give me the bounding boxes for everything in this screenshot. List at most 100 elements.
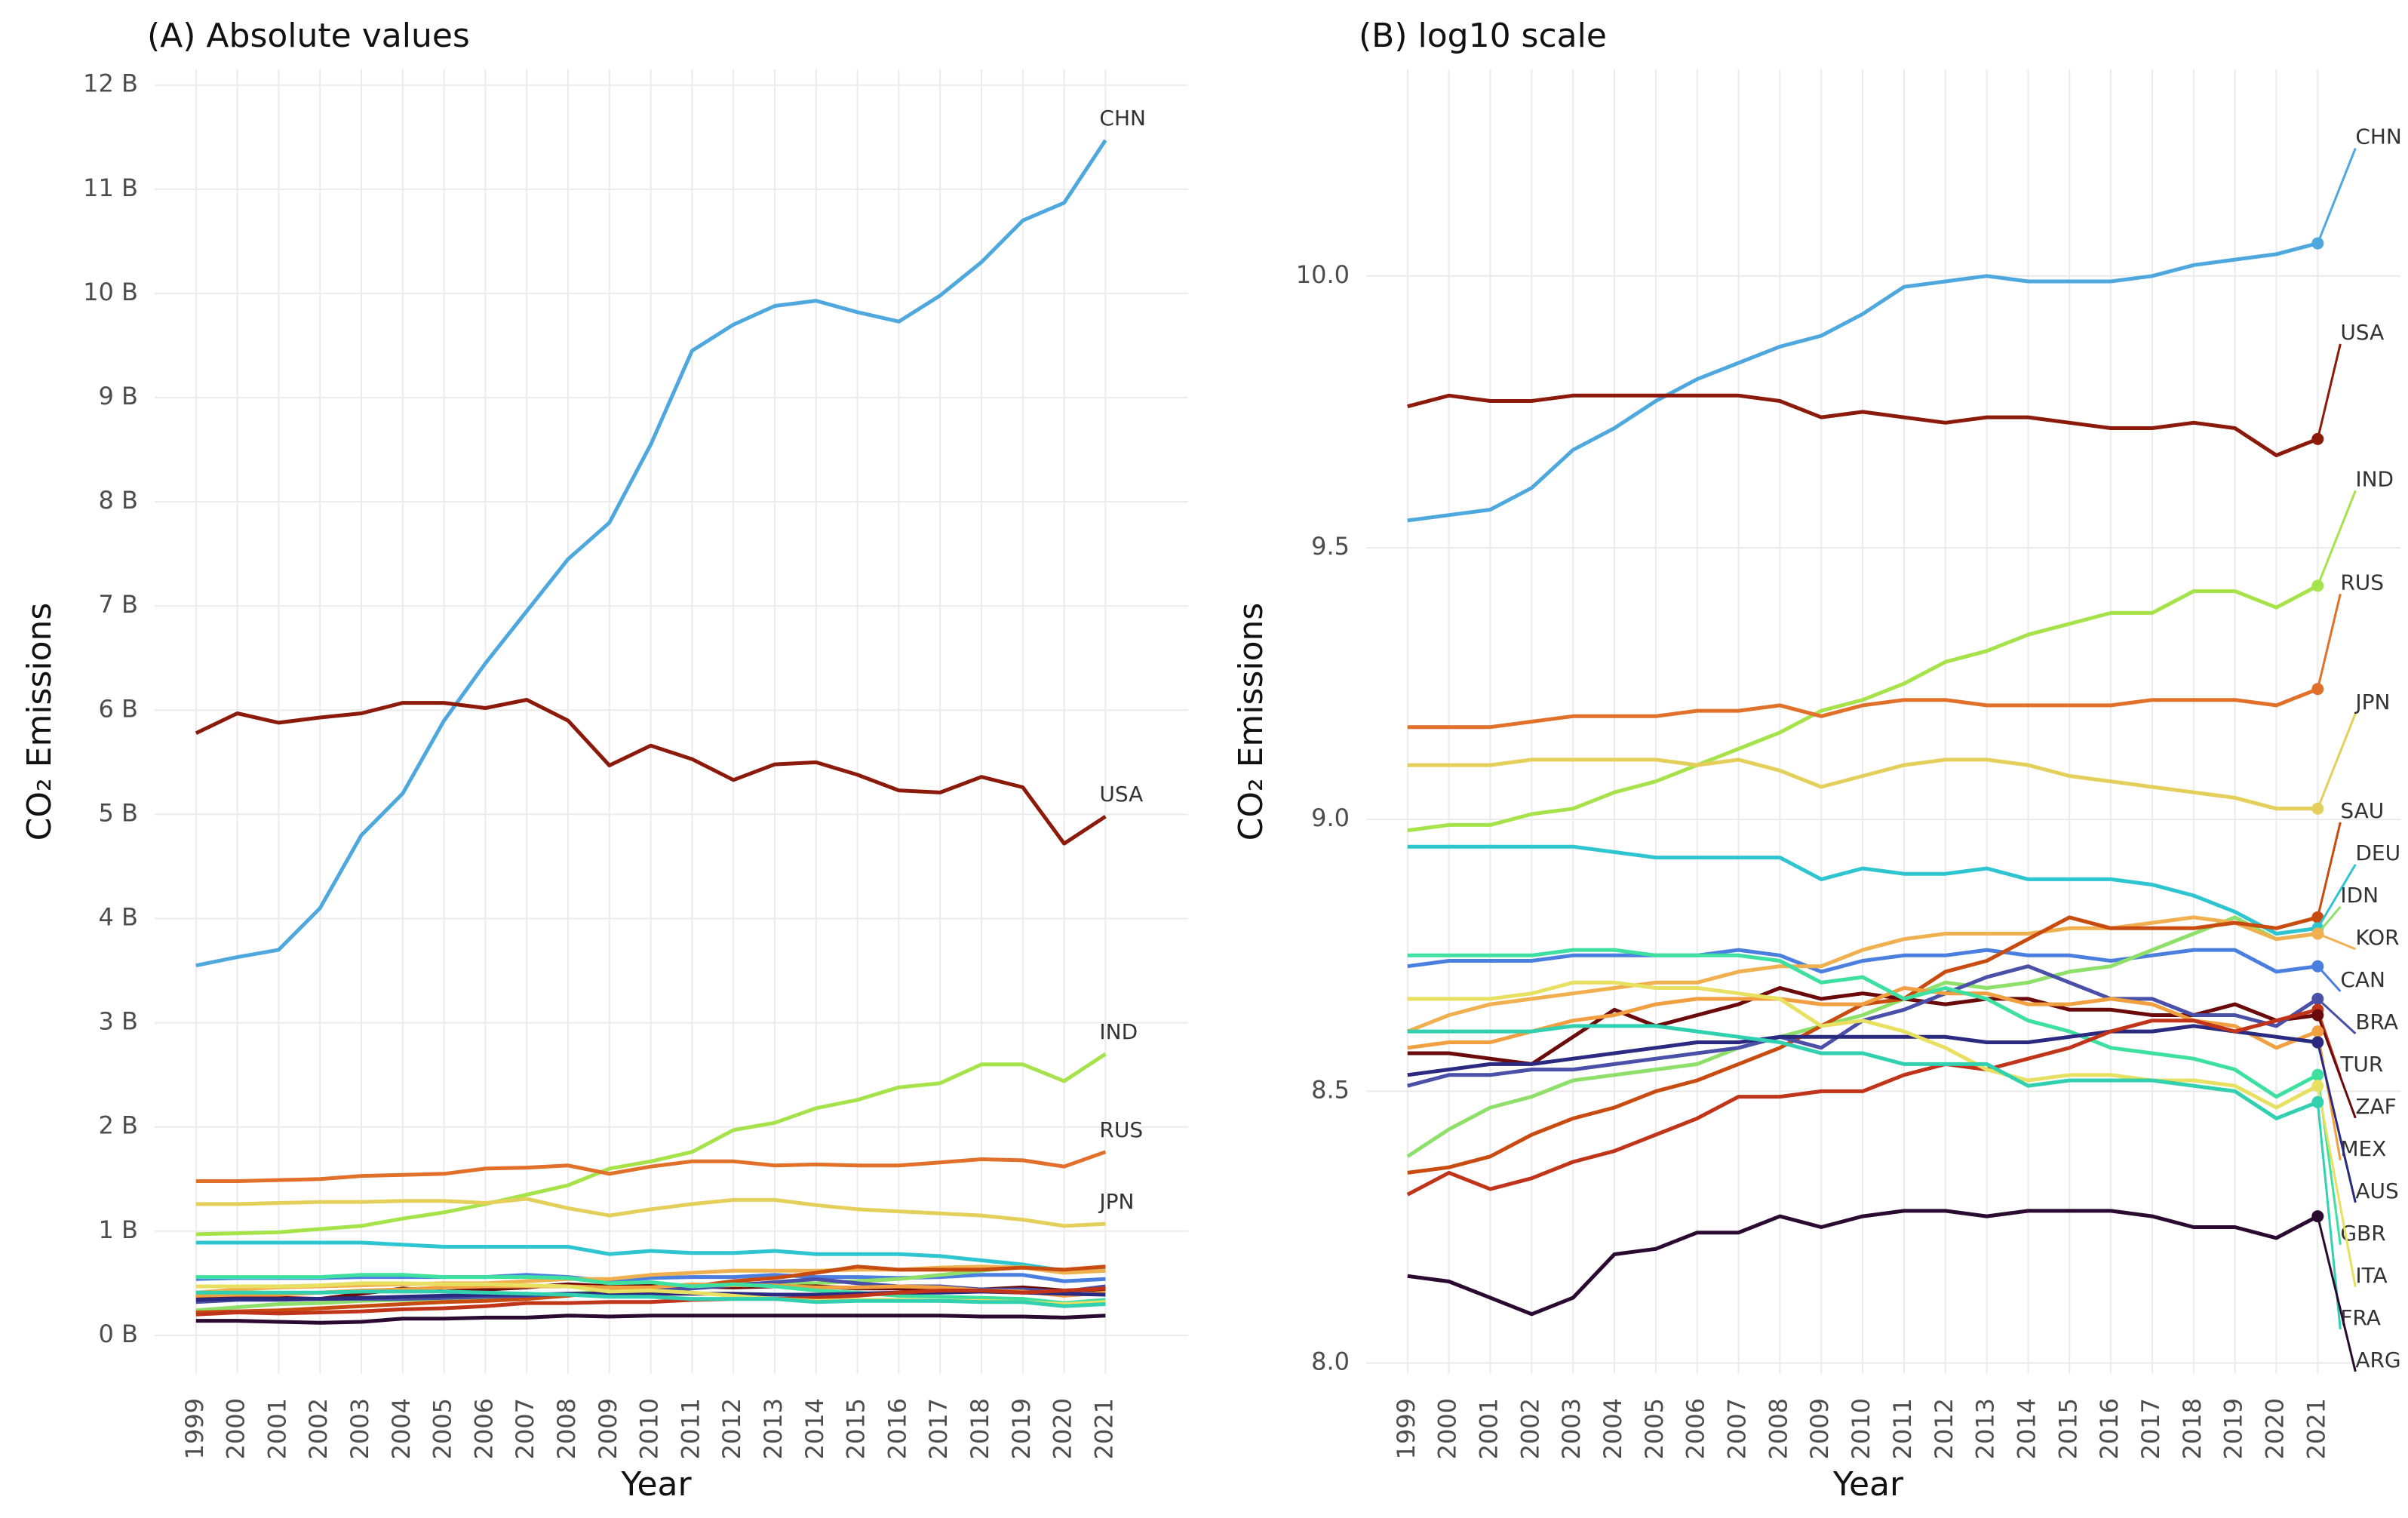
x-tick-label: 2014 — [800, 1398, 829, 1459]
series-line — [1407, 687, 2319, 730]
series-line — [195, 139, 1107, 968]
x-tick-label: 2002 — [304, 1398, 333, 1459]
series-line — [1407, 1024, 2319, 1120]
x-tick-label: 2004 — [387, 1398, 416, 1459]
x-tick-label: 2000 — [222, 1398, 250, 1459]
x-tick-label: 2006 — [469, 1398, 498, 1459]
y-tick-label: 5 B — [99, 798, 138, 827]
series-line — [1407, 584, 2319, 833]
series-label: RUS — [1099, 1117, 1143, 1142]
series-line — [1407, 986, 2318, 1066]
end-point — [2311, 802, 2324, 815]
series-label: JPN — [2354, 690, 2390, 714]
y-tick-label: 8.0 — [1311, 1347, 1350, 1376]
series-label: USA — [2340, 320, 2384, 345]
series-line — [195, 1286, 1106, 1317]
series-label: MEX — [2340, 1136, 2386, 1161]
label-connector — [2316, 490, 2357, 586]
end-point — [2311, 911, 2324, 923]
y-tick-label: 7 B — [99, 590, 138, 619]
label-connector — [2317, 997, 2357, 1034]
y-tick-label: 1 B — [99, 1215, 138, 1244]
series-label: IND — [1099, 1019, 1138, 1044]
x-tick-label: 2010 — [1847, 1398, 1875, 1459]
x-tick-label: 2011 — [676, 1398, 705, 1459]
label-connector — [2316, 1015, 2357, 1119]
series-line — [195, 1240, 1106, 1273]
end-point — [2311, 1036, 2324, 1049]
x-tick-label: 2016 — [883, 1398, 911, 1459]
y-axis-title: CO₂ Emissions — [20, 603, 59, 841]
series-label: USA — [1099, 782, 1143, 807]
end-point — [2311, 1210, 2324, 1223]
series-line — [1407, 393, 2319, 457]
y-axis-title: CO₂ Emissions — [1232, 603, 1270, 841]
series-line — [1407, 948, 2318, 974]
x-tick-label: 2011 — [1888, 1398, 1917, 1459]
end-point — [2311, 683, 2324, 696]
series-line — [1407, 241, 2318, 523]
x-tick-label: 2007 — [1723, 1398, 1752, 1459]
x-tick-label: 2018 — [2178, 1398, 2207, 1459]
series-line — [195, 1197, 1106, 1228]
series-label: TUR — [2339, 1052, 2383, 1077]
series-line — [1406, 915, 2318, 1034]
series-line — [1407, 986, 2319, 1050]
y-tick-label: 10.0 — [1296, 260, 1350, 289]
end-point — [2311, 1009, 2324, 1022]
y-tick-label: 9.5 — [1311, 532, 1350, 561]
series-label: CHN — [1099, 106, 1146, 131]
x-tick-label: 2002 — [1516, 1398, 1544, 1459]
x-tick-label: 2016 — [2095, 1398, 2124, 1459]
x-tick-label: 2001 — [1475, 1398, 1503, 1459]
label-connector — [2316, 1215, 2357, 1372]
x-tick-label: 2014 — [2012, 1398, 2041, 1459]
label-connector — [2317, 933, 2356, 951]
x-tick-label: 2010 — [635, 1398, 664, 1459]
y-tick-label: 12 B — [83, 69, 138, 98]
y-tick-label: 10 B — [83, 278, 138, 306]
x-tick-label: 2006 — [1682, 1398, 1710, 1459]
x-tick-label: 2015 — [842, 1398, 871, 1459]
y-tick-label: 2 B — [99, 1111, 138, 1140]
x-tick-label: 2019 — [2219, 1398, 2248, 1459]
x-tick-label: 2009 — [1805, 1398, 1834, 1459]
x-tick-label: 1999 — [180, 1398, 209, 1459]
series-line — [195, 1314, 1106, 1325]
series-line — [1407, 948, 2319, 1099]
series-line — [1407, 1024, 2318, 1077]
y-tick-label: 9 B — [99, 382, 138, 410]
label-connector — [2316, 1031, 2342, 1161]
end-point — [2311, 1095, 2324, 1108]
y-tick-label: 8.5 — [1311, 1075, 1350, 1104]
x-tick-label: 2008 — [1764, 1398, 1792, 1459]
series-label: CHN — [2355, 124, 2402, 149]
y-tick-label: 3 B — [99, 1007, 138, 1036]
end-point — [2311, 237, 2324, 250]
x-axis-title: Year — [620, 1465, 692, 1504]
label-connector — [2316, 147, 2357, 244]
series-label: DEU — [2355, 840, 2400, 865]
end-point — [2311, 1025, 2324, 1038]
series-line — [1406, 915, 2318, 1158]
x-tick-label: 2005 — [1640, 1398, 1669, 1459]
y-tick-label: 6 B — [99, 694, 138, 723]
end-point — [2311, 579, 2324, 592]
x-tick-label: 2018 — [966, 1398, 994, 1459]
x-tick-label: 2017 — [924, 1398, 953, 1459]
x-tick-label: 2017 — [2136, 1398, 2165, 1459]
x-tick-label: 2013 — [1971, 1398, 2000, 1459]
series-line — [195, 698, 1107, 846]
label-connector — [2316, 822, 2342, 918]
x-tick-label: 2003 — [1557, 1398, 1586, 1459]
x-tick-label: 2003 — [346, 1398, 374, 1459]
x-tick-label: 2009 — [594, 1398, 622, 1459]
x-tick-label: 2007 — [511, 1398, 539, 1459]
x-tick-label: 2015 — [2053, 1398, 2082, 1459]
series-label: JPN — [1098, 1189, 1134, 1214]
series-label: ZAF — [2355, 1094, 2396, 1119]
series-label: BRA — [2355, 1009, 2398, 1034]
series-line — [195, 1289, 1106, 1308]
panel-title: (B) log10 scale — [1359, 17, 1607, 55]
